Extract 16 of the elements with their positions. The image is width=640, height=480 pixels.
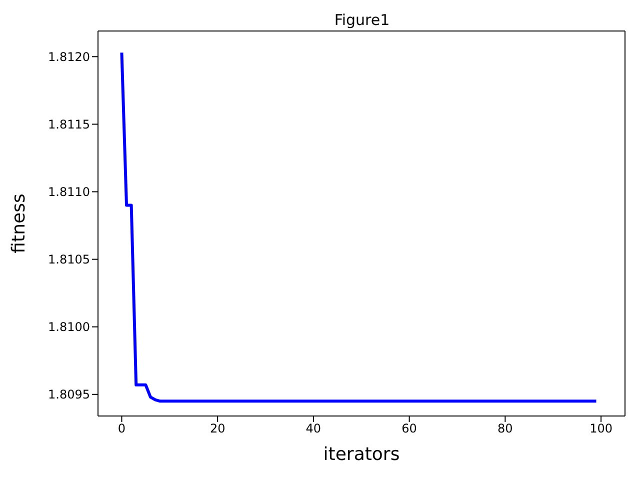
y-axis-title: fitness bbox=[8, 194, 30, 254]
y-tick-label: 1.8100 bbox=[48, 320, 90, 334]
y-tick-label: 1.8110 bbox=[48, 185, 90, 200]
x-tick-label: 80 bbox=[498, 422, 513, 436]
x-tick-label: 40 bbox=[306, 422, 322, 436]
x-tick-label: 20 bbox=[210, 422, 226, 436]
x-tick-label: 60 bbox=[402, 422, 417, 436]
line-series bbox=[120, 51, 598, 403]
y-tick-label: 1.8120 bbox=[48, 50, 90, 64]
chart-title: Figure1 bbox=[333, 11, 391, 29]
y-tick-label: 1.8095 bbox=[48, 388, 90, 402]
x-axis-title: iterators bbox=[323, 444, 400, 465]
y-tick-label: 1.8105 bbox=[48, 252, 90, 267]
x-tick-label: 100 bbox=[590, 422, 612, 436]
y-tick-label: 1.8115 bbox=[48, 117, 90, 132]
x-tick-label: 0 bbox=[118, 422, 126, 436]
